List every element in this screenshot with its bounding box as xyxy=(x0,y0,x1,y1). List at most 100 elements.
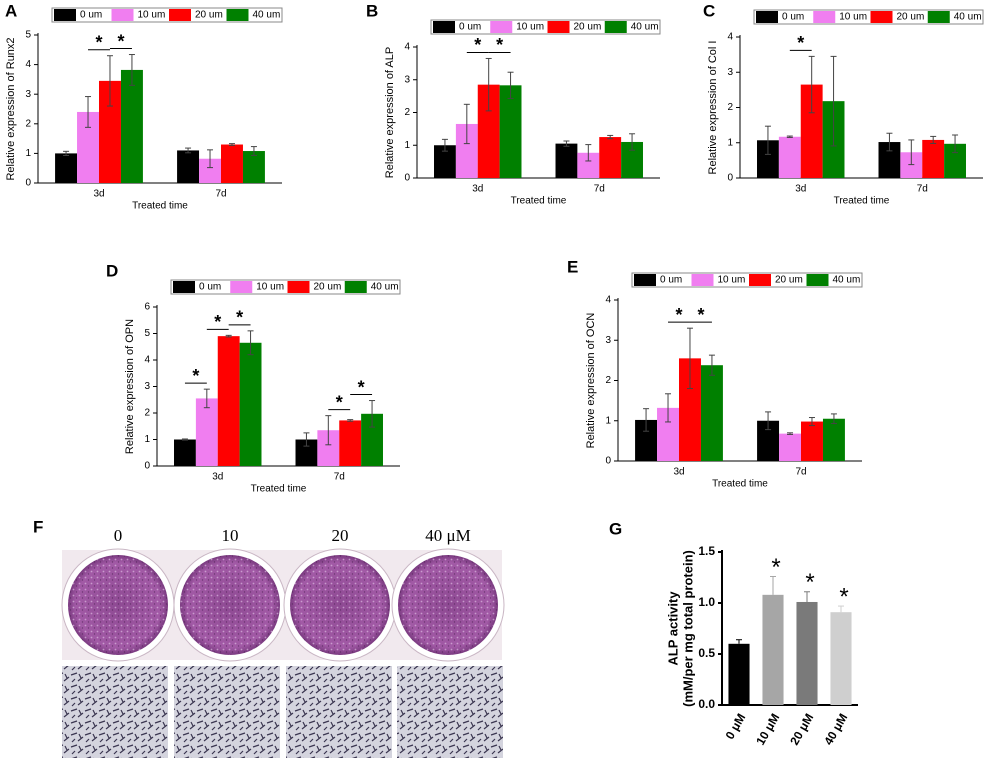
bar xyxy=(757,140,779,178)
panel-label: B xyxy=(366,1,378,20)
bar xyxy=(878,142,901,178)
y-tick-label: 2 xyxy=(404,107,410,118)
image-panel-f: F 0 10 20 40 μM xyxy=(33,517,505,758)
bar xyxy=(77,111,99,183)
y-tick-label: 1 xyxy=(727,137,733,148)
y-tick-label: 4 xyxy=(727,32,733,43)
significance-star: * xyxy=(214,312,221,332)
bar xyxy=(455,123,478,178)
legend-swatch xyxy=(230,281,253,293)
significance-star: * xyxy=(697,305,704,325)
bar xyxy=(555,143,578,178)
legend-box xyxy=(51,7,283,23)
y-tick-label: 4 xyxy=(144,355,150,366)
legend-label: 0 um xyxy=(80,10,102,21)
bar xyxy=(239,342,262,466)
legend-swatch xyxy=(927,11,950,23)
legend-label: 10 um xyxy=(839,12,867,23)
panel-label: G xyxy=(609,519,622,538)
y-tick-label: 1 xyxy=(404,140,410,151)
y-tick-label: 3 xyxy=(605,335,611,346)
bar xyxy=(55,153,78,183)
bar xyxy=(796,601,818,705)
bar xyxy=(778,136,801,178)
y-tick-label: 1 xyxy=(605,415,611,426)
bar xyxy=(221,144,243,183)
legend-label: 10 um xyxy=(256,282,284,293)
x-tick-label: 3d xyxy=(472,184,483,195)
legend-swatch xyxy=(604,21,627,33)
x-axis-label: Treated time xyxy=(834,196,890,207)
legend-label: 0 um xyxy=(782,12,804,23)
significance-star: * xyxy=(797,33,804,53)
legend-label: 20 um xyxy=(897,12,925,23)
bar xyxy=(361,413,383,466)
bar xyxy=(621,141,643,178)
legend-label: 40 um xyxy=(253,10,281,21)
y-axis-label: ALP activity xyxy=(665,591,680,666)
y-tick-label: 3 xyxy=(404,74,410,85)
bar xyxy=(728,643,750,705)
legend-label: 40 um xyxy=(371,282,399,293)
legend-swatch xyxy=(749,274,771,286)
bar xyxy=(657,407,679,461)
legend-swatch xyxy=(691,274,714,286)
x-tick-label: 7d xyxy=(917,184,928,195)
chart-panel: E 0 1 2 3 4 Relative expression of OCN Treated … xyxy=(567,257,863,490)
legend: 0 um 10 um 20 um 40 um xyxy=(753,9,984,25)
bar xyxy=(757,420,780,461)
bar xyxy=(577,152,600,178)
x-tick-label: 3d xyxy=(795,184,806,195)
legend-label: 40 um xyxy=(833,275,861,286)
legend-label: 20 um xyxy=(195,10,223,21)
y-tick-label: 3 xyxy=(25,89,31,100)
y-tick-label: 4 xyxy=(605,295,611,306)
bar xyxy=(922,139,945,178)
y-tick-label: 1 xyxy=(144,434,150,445)
y-tick-label: 5 xyxy=(144,328,150,339)
y-tick-label: 2 xyxy=(727,102,733,113)
legend-swatch xyxy=(870,11,893,23)
x-tick-label: 10 μM xyxy=(753,711,782,747)
legend: 0 um 10 um 20 um 40 um xyxy=(51,7,283,23)
significance-star: * xyxy=(839,583,848,610)
legend-label: 10 um xyxy=(516,22,544,33)
bar xyxy=(499,85,522,178)
legend-swatch xyxy=(547,21,570,33)
y-tick-label: 4 xyxy=(404,42,410,53)
x-axis-label: Treated time xyxy=(511,196,567,207)
bar xyxy=(900,152,923,178)
bar xyxy=(317,430,340,466)
y-tick-label: 0.5 xyxy=(698,646,715,660)
significance-star: * xyxy=(805,569,814,596)
y-tick-label: 3 xyxy=(144,381,150,392)
well-label: 10 xyxy=(222,526,239,545)
x-tick-label: 7d xyxy=(215,189,226,200)
well-label: 0 xyxy=(114,526,123,545)
legend-box xyxy=(753,9,984,25)
legend-swatch xyxy=(344,281,367,293)
wells xyxy=(61,548,505,662)
legend-label: 40 um xyxy=(954,12,982,23)
legend-label: 20 um xyxy=(775,275,803,286)
bar xyxy=(762,594,784,705)
y-tick-label: 2 xyxy=(144,408,150,419)
x-tick-label: 7d xyxy=(795,467,806,478)
legend-swatch xyxy=(634,274,656,286)
x-tick-label: 40 μM xyxy=(821,711,850,747)
legend-label: 0 um xyxy=(459,22,481,33)
y-tick-label: 1.5 xyxy=(698,544,715,558)
well-label: 40 μM xyxy=(425,526,470,545)
y-tick-label: 5 xyxy=(25,30,31,41)
legend-swatch xyxy=(169,9,191,21)
significance-star: * xyxy=(236,308,243,328)
legend-swatch xyxy=(756,11,778,23)
legend-label: 20 um xyxy=(314,282,342,293)
x-tick-label: 7d xyxy=(594,184,605,195)
y-tick-label: 1.0 xyxy=(698,595,715,609)
bar xyxy=(99,80,121,183)
bar xyxy=(120,69,143,183)
panel-label: F xyxy=(33,517,43,536)
significance-star: * xyxy=(95,32,102,52)
